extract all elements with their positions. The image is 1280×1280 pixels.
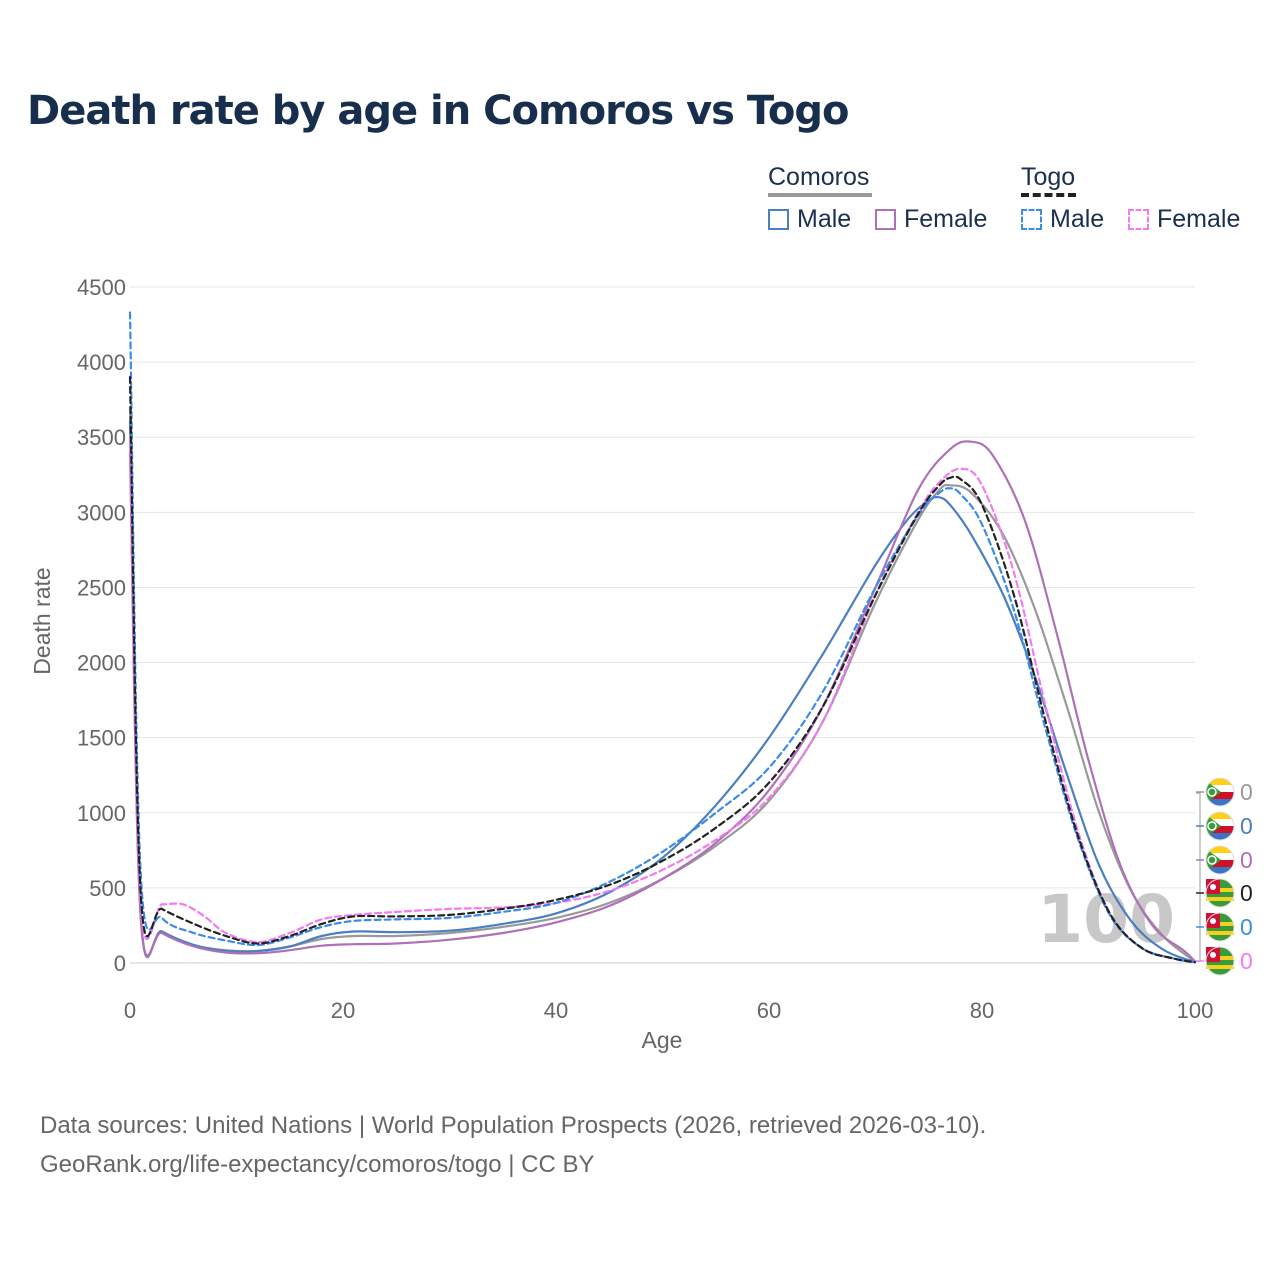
series-line-togo-female [128, 436, 1197, 964]
x-tick-label-40: 40 [544, 998, 568, 1023]
series-line-togo-total [128, 376, 1197, 964]
series-line-togo-male [128, 311, 1197, 964]
flag-stripe-yellow [1206, 931, 1234, 935]
x-axis: 0 20 40 60 80 100 [124, 962, 1214, 1023]
year-watermark: 100 [1037, 881, 1175, 958]
footer-source: Data sources: United Nations | World Pop… [40, 1112, 987, 1139]
x-tick-label-0: 0 [124, 998, 136, 1023]
end-label-connector [1196, 792, 1201, 962]
flag-triangle-green [1205, 851, 1221, 869]
end-label-value: 0 [1240, 914, 1253, 940]
end-labels: 0 0 0 0 0 0 [1196, 777, 1253, 976]
flag-star [1210, 918, 1216, 924]
end-label-comoros-total: 0 [1196, 777, 1253, 807]
flag-triangle-green [1205, 783, 1221, 801]
footer-link[interactable]: GeoRank.org/life-expectancy/comoros/togo… [40, 1151, 595, 1178]
x-tick-label-100: 100 [1177, 998, 1214, 1023]
y-tick-label-2500: 2500 [77, 575, 126, 600]
flag-stripe-yellow [1206, 897, 1234, 901]
end-label-value: 0 [1240, 847, 1253, 873]
end-label-value: 0 [1240, 880, 1253, 906]
x-tick-label-80: 80 [970, 998, 994, 1023]
y-tick-label-4000: 4000 [77, 350, 126, 375]
flag-triangle-green [1205, 817, 1221, 835]
x-tick-label-20: 20 [331, 998, 355, 1023]
x-tick-label-60: 60 [757, 998, 781, 1023]
flag-comoros-icon [1205, 845, 1235, 875]
end-label-comoros-male: 0 [1196, 811, 1253, 841]
end-label-togo-total: 0 [1196, 878, 1253, 908]
end-label-togo-male: 0 [1196, 912, 1253, 942]
y-axis: 0 500 1000 1500 2000 2500 3000 3500 4000 4500 [77, 275, 126, 976]
end-label-value: 0 [1240, 779, 1253, 805]
end-label-value: 0 [1240, 948, 1253, 974]
flag-togo-icon [1205, 946, 1235, 976]
y-axis-label: Death rate [29, 567, 55, 674]
footer: Data sources: United Nations | World Pop… [40, 1106, 986, 1184]
y-tick-label-0: 0 [114, 951, 126, 976]
flag-crescent [1207, 855, 1217, 865]
y-tick-label-4500: 4500 [77, 275, 126, 300]
series-lines [128, 311, 1197, 964]
end-label-togo-female: 0 [1196, 946, 1253, 976]
flag-comoros-icon [1205, 777, 1235, 807]
flag-comoros-icon [1205, 811, 1235, 841]
x-axis-label: Age [642, 1027, 683, 1053]
series-line-comoros-male [128, 421, 1197, 964]
end-label-comoros-female: 0 [1196, 845, 1253, 875]
y-tick-label-3000: 3000 [77, 500, 126, 525]
flag-crescent [1207, 821, 1217, 831]
chart-title: Death rate by age in Comoros vs Togo [27, 88, 849, 134]
y-tick-label-3500: 3500 [77, 425, 126, 450]
y-tick-label-1500: 1500 [77, 726, 126, 751]
flag-togo-icon [1205, 912, 1235, 942]
flag-star [1210, 884, 1216, 890]
y-tick-label-2000: 2000 [77, 651, 126, 676]
y-tick-label-1000: 1000 [77, 801, 126, 826]
flag-star [1210, 952, 1216, 958]
end-label-value: 0 [1240, 813, 1253, 839]
flag-crescent [1207, 787, 1217, 797]
flag-togo-icon [1205, 878, 1235, 908]
flag-stripe-yellow [1206, 965, 1234, 969]
y-tick-label-500: 500 [89, 876, 126, 901]
series-line-comoros-female [128, 440, 1197, 963]
